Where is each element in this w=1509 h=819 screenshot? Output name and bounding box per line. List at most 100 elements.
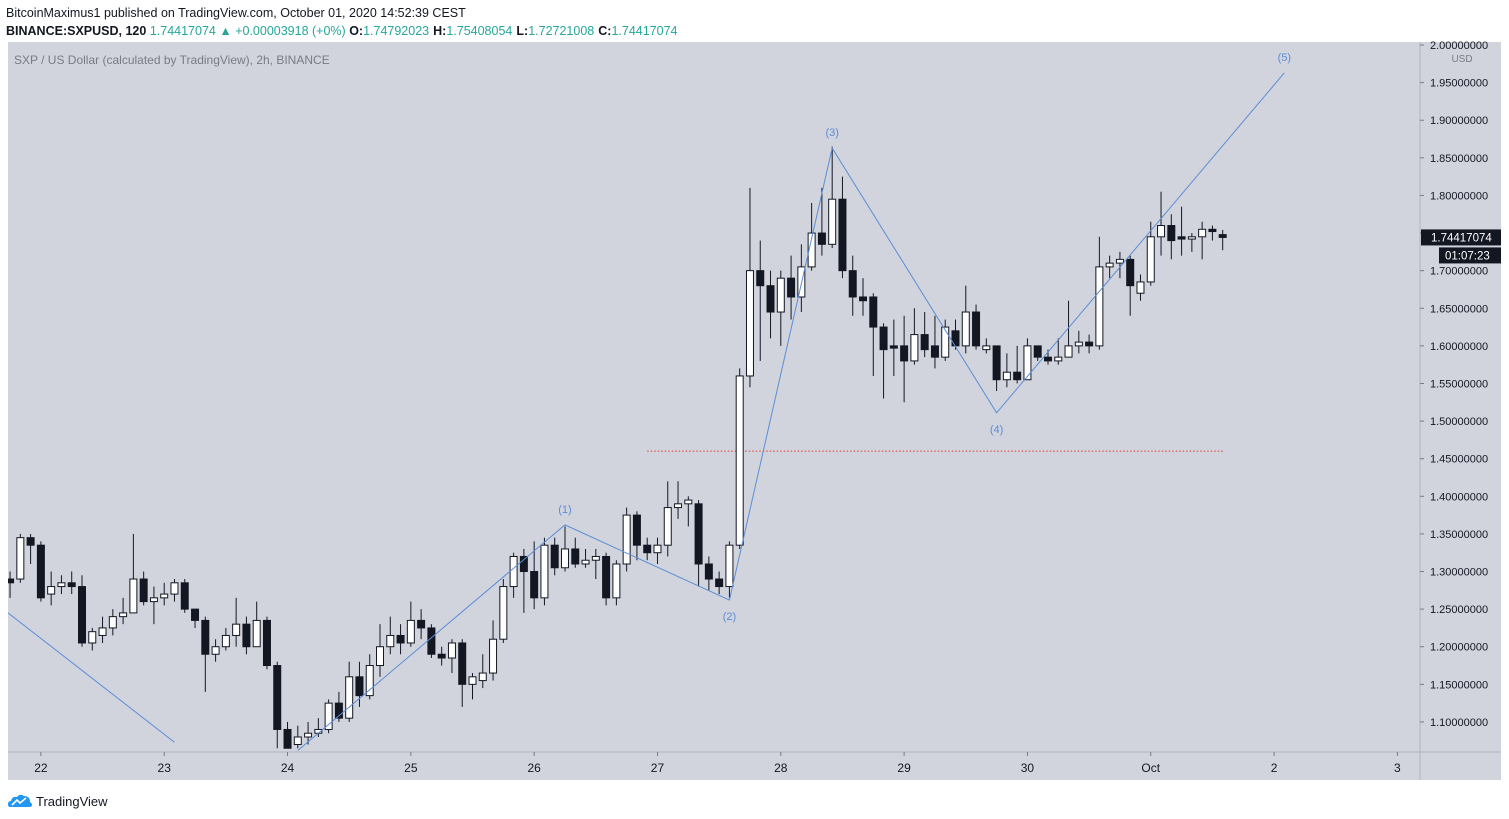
candle-body [499,586,508,640]
candle-body [848,270,857,298]
y-tick-label: 1.10000000 [1430,717,1488,729]
candle-body [766,285,775,313]
candle-body [447,642,456,659]
candle-body [828,198,837,245]
candle-body [591,555,600,561]
candle-body [16,537,25,580]
candle-body [540,544,549,599]
candle-body [519,555,528,573]
y-tick-label: 1.55000000 [1430,378,1488,390]
candle-body [1002,371,1011,381]
candle-body [1187,236,1196,240]
candle-body [252,619,261,648]
candle-body [221,634,230,648]
ohlc-value: 1.72721008 [528,24,595,38]
candle-body [139,578,148,603]
candle-body [941,326,950,358]
candle-body [910,334,919,362]
candle-body [581,559,590,565]
ohlc-value: 1.74417074 [611,24,678,38]
y-tick-label: 1.45000000 [1430,454,1488,466]
candle-body [26,537,35,546]
x-tick-label: 3 [1394,761,1401,775]
candle-body [201,619,210,655]
candle-body [365,665,374,697]
candle-body [160,593,169,599]
y-tick-label: 1.40000000 [1430,491,1488,503]
candle-body [663,507,672,546]
candle-body [417,619,426,629]
candle-body [550,544,559,569]
candle-body [1085,341,1094,347]
candle-body [489,638,498,674]
candle-body [1074,341,1083,347]
candle-body [530,571,539,599]
candle-body [262,619,271,667]
y-tick-label: 1.20000000 [1430,642,1488,654]
ohlc-label: O: [349,24,364,38]
plot [8,72,1285,751]
candle-body [191,608,200,621]
candle-body [273,665,282,730]
candle-body [355,676,364,697]
wave-label: (3) [825,127,838,139]
candle-body [694,503,703,565]
candle-body [930,345,939,358]
candle-body [119,612,128,618]
candle-body [612,563,621,599]
candle-body [304,732,313,738]
candle-body [1043,356,1052,362]
y-tick-label: 1.90000000 [1430,115,1488,127]
x-tick-label: 23 [158,761,172,775]
header: BitcoinMaximus1 published on TradingView… [6,4,681,40]
candle-body [468,676,477,685]
countdown-box [1439,247,1501,264]
candle-body [1157,225,1166,238]
candle-body [560,548,569,569]
ohlc: O:1.74792023 H:1.75408054 L:1.72721008 C:1.… [349,24,681,38]
candle-body [324,702,333,730]
candle-body [77,586,86,644]
candle-body [1013,371,1022,381]
ohlc-label: C: [598,24,612,38]
candle-body [108,616,117,629]
candle-body [36,544,45,599]
x-tick-label: 24 [281,761,295,775]
candle-body [334,702,343,719]
candle-body [900,345,909,362]
last-price-label: 1.74417074 [1431,232,1492,244]
wave-label: (5) [1278,52,1291,64]
y-tick-label: 1.25000000 [1430,604,1488,616]
candle-body [386,634,395,648]
candle-body [879,326,888,351]
candle-body [1198,228,1207,238]
candle-body [458,642,467,685]
candle-body [1146,236,1155,283]
y-tick-label: 1.65000000 [1430,303,1488,315]
candle-body [47,586,56,595]
y-tick-label: 1.85000000 [1430,153,1488,165]
candle-body [735,375,744,546]
candle-body [972,311,981,347]
candle-body [293,736,302,746]
candle-body [406,619,415,644]
x-tick-label: Oct [1141,761,1160,775]
candle-body [8,578,15,584]
wave-label: (1) [558,504,571,516]
candle-body [1095,266,1104,347]
candle-body [1115,258,1124,264]
y-tick-label: 1.30000000 [1430,567,1488,579]
countdown: 01:07:23 [1445,250,1490,262]
y-tick-label: 1.70000000 [1430,266,1488,278]
candle-body [98,627,107,636]
candle-body [838,198,847,272]
y-tick-label: 1.35000000 [1430,529,1488,541]
ohlc-label: L: [516,24,529,38]
chart-background [8,42,1501,780]
y-tick-label: 2.00000000 [1430,40,1488,52]
wave-label: (2) [723,611,736,623]
quote-line: BINANCE:SXPUSD, 120 1.74417074 ▲ +0.0000… [6,22,681,40]
wave-line [297,72,1285,751]
ohlc-value: 1.74792023 [363,24,430,38]
